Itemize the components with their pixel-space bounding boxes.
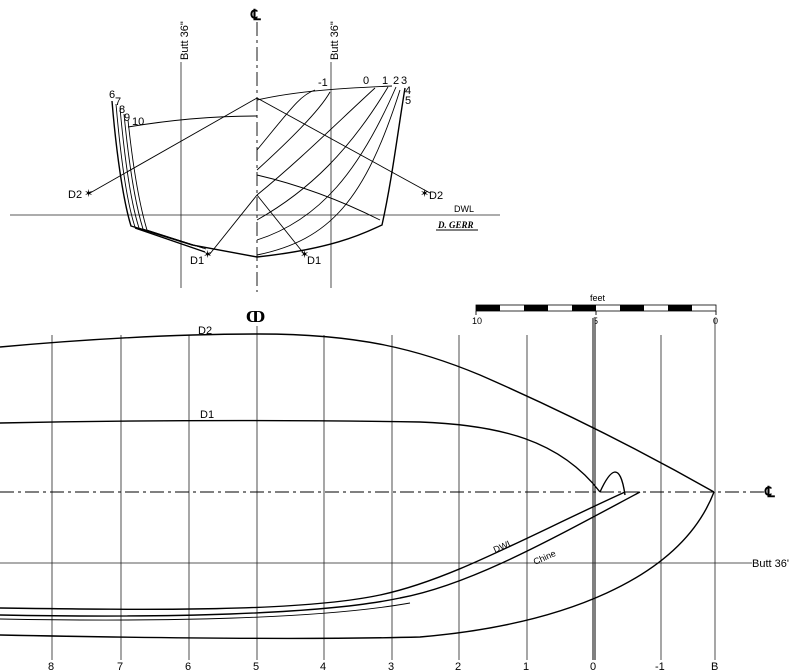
diagonal-marker-d1-left: ✶ bbox=[203, 249, 212, 261]
scale-bar-unit: feet bbox=[590, 293, 606, 303]
hb-station-label-4: 4 bbox=[320, 661, 326, 672]
diagonal-d1-left bbox=[208, 194, 258, 256]
diagonal-label-d2-right: D2 bbox=[429, 190, 443, 202]
hb-station-label-3: 3 bbox=[388, 661, 394, 672]
diagonal-marker-d2-right: ✶ bbox=[420, 188, 429, 200]
station-label-7: 7 bbox=[115, 96, 121, 108]
station-label-6: 6 bbox=[109, 89, 115, 101]
body-plan-centerline-symbol: ℄ bbox=[250, 6, 261, 24]
hb-station-label-0: 0 bbox=[590, 661, 596, 672]
dwl-label: DWL bbox=[492, 538, 514, 555]
aft-station-lines bbox=[111, 100, 258, 258]
station-label-4: 4 bbox=[405, 85, 411, 97]
station-label-0: 0 bbox=[363, 75, 369, 87]
diagonal-label-d1-left: D1 bbox=[190, 255, 204, 267]
station-label-5: 5 bbox=[405, 95, 411, 107]
scale-bar-tick-5: 5 bbox=[593, 316, 598, 326]
hb-station-label-2: 2 bbox=[455, 661, 461, 672]
body-plan-buttock-right-label: Butt 36" bbox=[329, 21, 341, 60]
hb-station-label-1: 1 bbox=[523, 661, 529, 672]
station-label-minus1: -1 bbox=[318, 77, 328, 89]
scale-bar: feet 10 5 0 bbox=[472, 293, 718, 326]
dwl-curve bbox=[0, 491, 626, 610]
body-plan-buttock-left-label: Butt 36" bbox=[179, 21, 191, 60]
forward-station-lines bbox=[256, 85, 406, 258]
diagonal-d1-label: D1 bbox=[200, 409, 214, 421]
station-label-2: 2 bbox=[393, 75, 399, 87]
body-plan: ℄ Butt 36" Butt 36" DWL D. GERR D2 ✶ D2 … bbox=[10, 6, 500, 292]
hb-station-label-b: B bbox=[711, 661, 718, 672]
diagonal-marker-d2-left: ✶ bbox=[84, 188, 93, 200]
body-plan-dwl-label: DWL bbox=[454, 204, 474, 214]
hb-station-label-5: 5 bbox=[253, 661, 259, 672]
scale-bar-tick-10: 10 bbox=[472, 316, 482, 326]
aft-chine-stiffener bbox=[134, 227, 206, 253]
diagonal-d2-left bbox=[89, 97, 258, 194]
midship-symbol: ↀ bbox=[246, 308, 265, 326]
chine-inner-curve bbox=[0, 602, 411, 621]
station-label-9: 9 bbox=[124, 112, 130, 124]
hb-station-label-8: 8 bbox=[48, 661, 54, 672]
scale-bar-tick-0: 0 bbox=[713, 316, 718, 326]
diagonal-d2-curve bbox=[0, 333, 715, 493]
diagonal-d1-right bbox=[256, 194, 306, 256]
hb-station-label-7: 7 bbox=[117, 661, 123, 672]
sheer-curve bbox=[0, 491, 715, 640]
station-grid bbox=[51, 318, 716, 660]
diagonal-d2-right bbox=[256, 97, 431, 194]
chine-curve bbox=[0, 491, 641, 617]
half-breadth-buttock-label: Butt 36' bbox=[752, 558, 789, 570]
station-label-3: 3 bbox=[401, 75, 407, 87]
diagonal-label-d2-left: D2 bbox=[68, 189, 82, 201]
diagonal-marker-d1-right: ✶ bbox=[300, 249, 309, 261]
station-label-10: 10 bbox=[132, 116, 144, 128]
hb-station-label-6: 6 bbox=[185, 661, 191, 672]
designer-signature: D. GERR bbox=[437, 220, 474, 230]
diagonal-d2-label: D2 bbox=[198, 325, 212, 337]
diagonal-d1-curve bbox=[0, 419, 601, 493]
station-label-8: 8 bbox=[119, 104, 125, 116]
half-breadth-plan: ↀ ℄ Butt 36' D2 D1 bbox=[0, 308, 789, 672]
chine-label: Chine bbox=[532, 548, 558, 567]
half-breadth-centerline-symbol: ℄ bbox=[764, 483, 775, 501]
diagonal-label-d1-right: D1 bbox=[307, 255, 321, 267]
hb-station-label-minus1: -1 bbox=[655, 661, 665, 672]
diagonal-return bbox=[599, 471, 626, 496]
station-label-1: 1 bbox=[382, 75, 388, 87]
